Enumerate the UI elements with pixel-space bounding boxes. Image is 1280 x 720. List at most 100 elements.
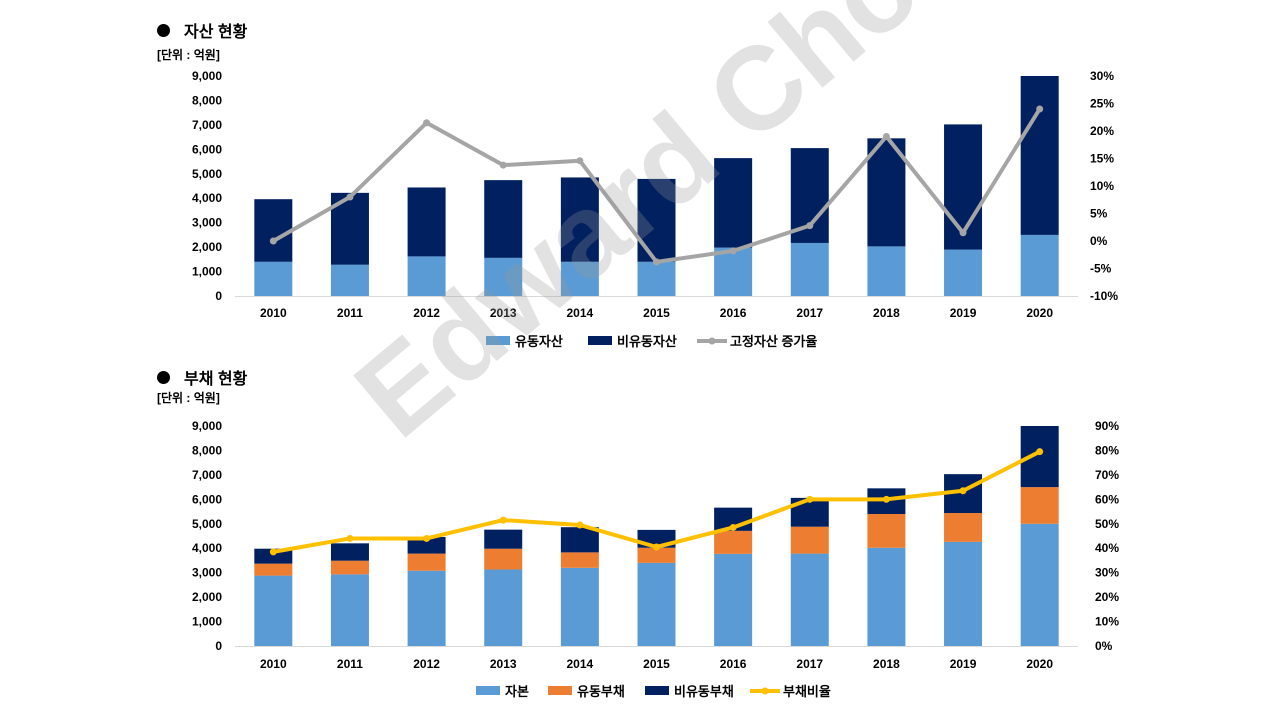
liability-legend-label: 자본 [505, 684, 529, 699]
liability-bar-유동부채 [254, 563, 293, 576]
asset-y2-tick-label: -5% [1090, 262, 1112, 276]
asset-legend-label: 고정자산 증가율 [730, 334, 817, 349]
asset-y-tick-label: 0 [215, 289, 222, 303]
asset-line-point [269, 237, 277, 245]
asset-bar-유동자산 [560, 261, 599, 296]
asset-title-text: 자산 현황 [184, 24, 248, 41]
asset-bar-비유동자산 [254, 199, 293, 262]
asset-bar-유동자산 [330, 264, 369, 296]
liability-line-point [1036, 448, 1044, 456]
liability-line-point [269, 548, 277, 556]
liability-x-tick-label: 2012 [413, 657, 440, 671]
liability-bar-유동부채 [484, 548, 523, 570]
liability-bar-자본 [254, 575, 293, 646]
liability-line-point [576, 521, 584, 529]
liability-x-tick-label: 2019 [950, 657, 977, 671]
asset-x-tick-label: 2014 [567, 306, 594, 320]
liability-bar-비유동부채 [330, 543, 369, 561]
liability-bar-유동부채 [560, 552, 599, 568]
asset-bar-비유동자산 [407, 187, 446, 257]
asset-bar-비유동자산 [1020, 76, 1059, 235]
liability-y2-tick-label: 10% [1095, 615, 1119, 629]
asset-x-tick-label: 2020 [1026, 306, 1053, 320]
liability-bar-유동부채 [867, 514, 906, 548]
liability-y2-tick-label: 60% [1095, 492, 1119, 506]
asset-unit-label: [단위 : 억원] [157, 48, 220, 62]
liability-y-tick-label: 9,000 [192, 419, 222, 433]
liability-bar-비유동부채 [407, 536, 446, 554]
liability-x-tick-label: 2011 [337, 657, 363, 671]
liability-section-title: 부채 현황 [157, 365, 247, 389]
asset-x-tick-label: 2018 [873, 306, 900, 320]
liability-legend-swatch [645, 686, 669, 695]
asset-line-point [1036, 105, 1044, 113]
liability-x-tick-label: 2018 [873, 657, 900, 671]
liability-bar-유동부채 [790, 526, 829, 554]
liability-line-point [499, 516, 507, 524]
liability-x-tick-label: 2017 [796, 657, 823, 671]
liability-bar-자본 [944, 541, 983, 646]
liability-x-tick-label: 2013 [490, 657, 517, 671]
liability-y-tick-label: 8,000 [192, 443, 222, 457]
liability-legend-marker [761, 687, 769, 695]
asset-bar-유동자산 [637, 261, 676, 296]
liability-bar-유동부채 [330, 560, 369, 575]
liability-y2-tick-label: 80% [1095, 443, 1119, 457]
liability-bar-유동부채 [714, 530, 753, 554]
asset-y2-tick-label: 25% [1090, 97, 1114, 111]
asset-y-tick-label: 3,000 [192, 216, 222, 230]
asset-line-point [882, 133, 890, 140]
liability-bar-유동부채 [1020, 487, 1059, 524]
liability-bar-비유동부채 [560, 527, 599, 553]
liability-x-tick-label: 2020 [1026, 657, 1053, 671]
liability-title-text: 부채 현황 [184, 371, 248, 388]
liability-x-tick-label: 2010 [260, 657, 287, 671]
asset-y-tick-label: 7,000 [192, 118, 222, 132]
asset-y-tick-label: 9,000 [192, 69, 222, 83]
liability-line-point [346, 534, 354, 542]
asset-y-tick-label: 2,000 [192, 240, 222, 254]
liability-y2-tick-label: 0% [1095, 639, 1113, 653]
asset-x-tick-label: 2015 [643, 306, 670, 320]
liability-bar-유동부채 [407, 553, 446, 571]
liability-bar-비유동부채 [254, 548, 293, 564]
liability-bar-자본 [560, 567, 599, 646]
liability-y-tick-label: 4,000 [192, 541, 222, 555]
liability-y2-tick-label: 40% [1095, 541, 1119, 555]
liability-y2-tick-label: 70% [1095, 468, 1119, 482]
liability-y2-tick-label: 50% [1095, 517, 1119, 531]
liability-bar-자본 [790, 553, 829, 646]
asset-y-tick-label: 5,000 [192, 167, 222, 181]
asset-line-point [499, 161, 507, 169]
bullet-icon [157, 23, 170, 37]
liability-bar-자본 [407, 570, 446, 646]
asset-y-tick-label: 4,000 [192, 191, 222, 205]
liability-y2-tick-label: 20% [1095, 590, 1119, 604]
asset-legend-label: 비유동자산 [617, 334, 677, 349]
asset-bar-비유동자산 [484, 180, 523, 258]
liability-y-tick-label: 3,000 [192, 566, 222, 580]
asset-bar-비유동자산 [867, 138, 906, 247]
asset-line-point [959, 229, 967, 237]
asset-bar-유동자산 [714, 247, 753, 296]
liability-bar-유동부채 [637, 547, 676, 563]
asset-line-point [346, 193, 354, 201]
asset-legend-swatch [486, 336, 510, 345]
asset-line-point [653, 258, 660, 266]
liability-x-tick-label: 2014 [567, 657, 594, 671]
liability-bar-자본 [867, 547, 906, 646]
liability-unit-label: [단위 : 억원] [157, 391, 220, 405]
liability-legend-swatch [548, 686, 572, 695]
liability-x-tick-label: 2016 [720, 657, 747, 671]
asset-x-tick-label: 2010 [260, 306, 287, 320]
liability-x-tick-label: 2015 [643, 657, 670, 671]
asset-y2-tick-label: 10% [1090, 179, 1114, 193]
asset-x-tick-label: 2013 [490, 306, 517, 320]
asset-bar-유동자산 [1020, 234, 1059, 296]
asset-y2-tick-label: 0% [1090, 234, 1108, 248]
asset-legend-marker [708, 337, 716, 345]
liability-y2-tick-label: 30% [1095, 566, 1119, 580]
asset-section-title: 자산 현황 [157, 18, 247, 42]
asset-y2-tick-label: -10% [1090, 289, 1118, 303]
asset-bar-유동자산 [790, 242, 829, 296]
